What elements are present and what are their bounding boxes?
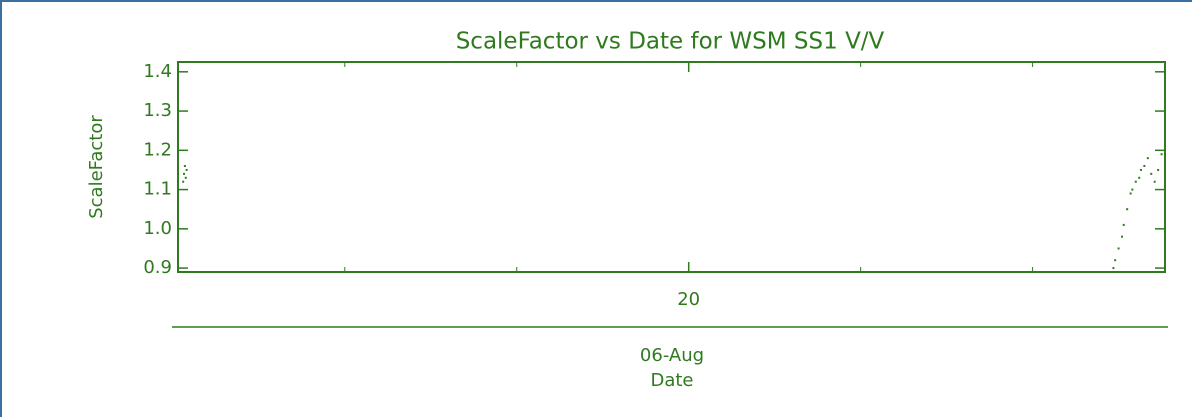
point xyxy=(185,168,188,171)
y-tick-label: 0.9 xyxy=(143,257,172,278)
point xyxy=(1146,157,1149,160)
chart-title: ScaleFactor vs Date for WSM SS1 V/V xyxy=(456,29,885,55)
point xyxy=(1157,168,1160,171)
date-label: 06-Aug xyxy=(640,345,704,366)
point xyxy=(1143,165,1146,168)
point xyxy=(184,176,187,179)
plot-frame xyxy=(177,61,1166,273)
point xyxy=(1131,188,1134,191)
y-tick-label: 1.1 xyxy=(143,179,172,200)
point xyxy=(1114,259,1117,262)
point xyxy=(1121,235,1124,238)
point xyxy=(1112,267,1115,270)
point xyxy=(1150,172,1153,175)
y-tick-label: 1.0 xyxy=(143,218,172,239)
y-tick-label: 1.4 xyxy=(143,61,172,82)
point xyxy=(1153,180,1156,183)
point xyxy=(1160,153,1163,156)
point xyxy=(183,172,186,175)
y-axis-label: ScaleFactor xyxy=(86,115,107,219)
x-axis-label: Date xyxy=(650,370,693,391)
point xyxy=(1139,168,1142,171)
point xyxy=(183,165,186,168)
point xyxy=(1129,192,1132,195)
x-tick-label: 20 xyxy=(677,289,700,310)
point xyxy=(1117,247,1120,250)
point xyxy=(182,180,185,183)
point xyxy=(1122,223,1125,226)
point xyxy=(1138,176,1141,179)
point xyxy=(1134,180,1137,183)
point xyxy=(1126,208,1129,211)
y-tick-label: 1.2 xyxy=(143,139,172,160)
y-tick-label: 1.3 xyxy=(143,100,172,121)
